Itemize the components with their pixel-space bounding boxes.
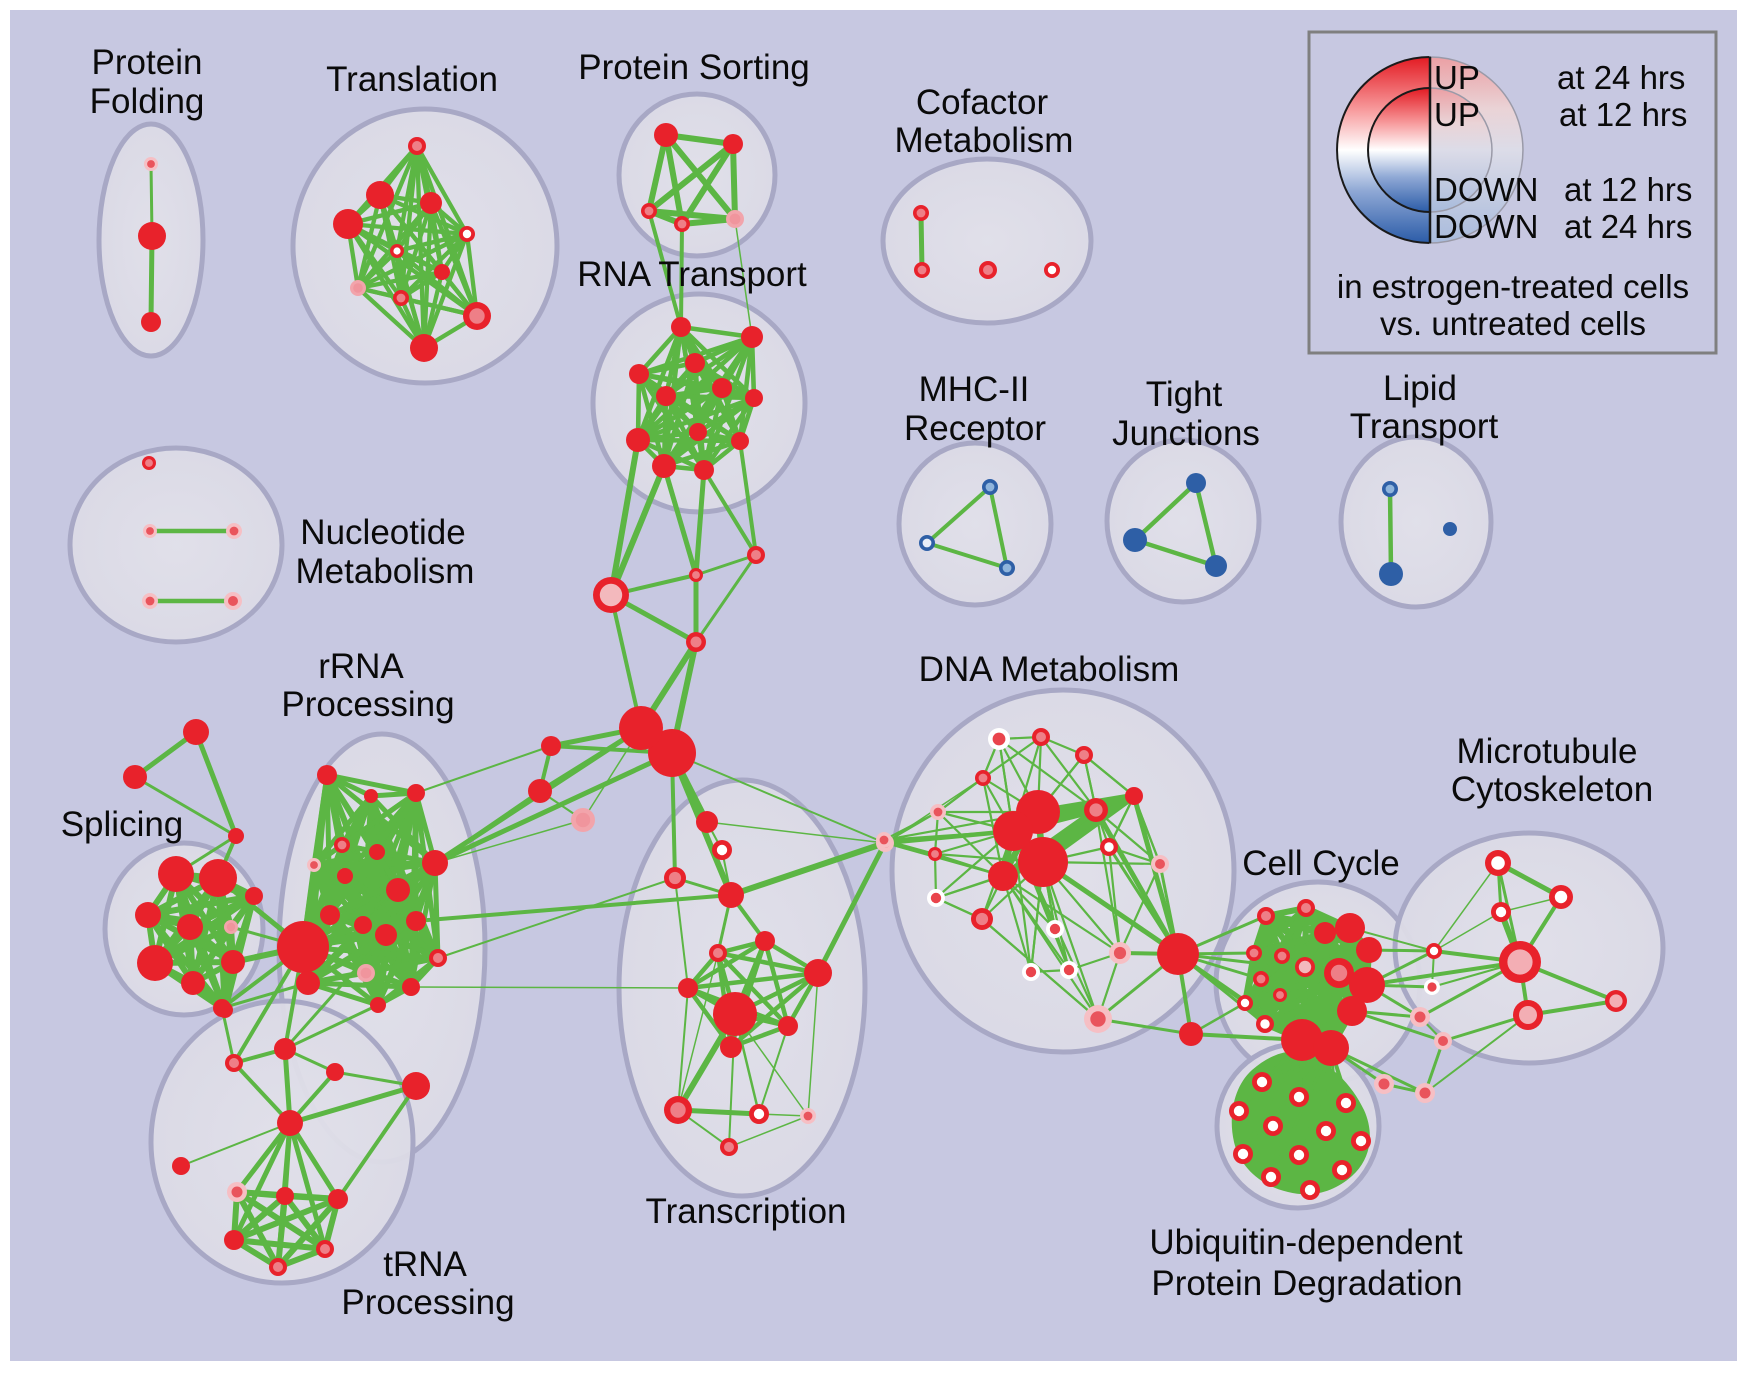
svg-text:Splicing: Splicing <box>61 805 184 844</box>
svg-text:in estrogen-treated cells: in estrogen-treated cells <box>1337 268 1689 305</box>
svg-text:MHC-II: MHC-II <box>919 370 1030 409</box>
svg-text:at 24 hrs: at 24 hrs <box>1564 208 1692 245</box>
svg-text:rRNA: rRNA <box>318 647 404 686</box>
svg-text:UP: UP <box>1434 59 1480 96</box>
svg-text:Protein Sorting: Protein Sorting <box>578 48 810 87</box>
svg-text:Tight: Tight <box>1146 375 1223 414</box>
svg-text:RNA Transport: RNA Transport <box>577 255 807 294</box>
svg-text:Metabolism: Metabolism <box>296 552 475 591</box>
svg-text:Junctions: Junctions <box>1112 414 1260 453</box>
svg-text:Translation: Translation <box>326 60 498 99</box>
svg-text:Cell Cycle: Cell Cycle <box>1242 844 1400 883</box>
svg-text:Transcription: Transcription <box>646 1192 847 1231</box>
svg-text:Receptor: Receptor <box>904 409 1046 448</box>
svg-text:at 24 hrs: at 24 hrs <box>1557 59 1685 96</box>
svg-text:Cytoskeleton: Cytoskeleton <box>1451 770 1653 809</box>
svg-text:Nucleotide: Nucleotide <box>300 513 465 552</box>
svg-text:Folding: Folding <box>90 82 205 121</box>
svg-text:DOWN: DOWN <box>1434 208 1538 245</box>
svg-text:Protein Degradation: Protein Degradation <box>1151 1264 1462 1303</box>
svg-text:at 12 hrs: at 12 hrs <box>1559 96 1687 133</box>
svg-text:Microtubule: Microtubule <box>1457 732 1638 771</box>
svg-text:Ubiquitin-dependent: Ubiquitin-dependent <box>1149 1223 1463 1262</box>
svg-text:DNA Metabolism: DNA Metabolism <box>919 650 1180 689</box>
svg-text:Metabolism: Metabolism <box>895 121 1074 160</box>
svg-text:Lipid: Lipid <box>1383 369 1457 408</box>
svg-text:vs. untreated cells: vs. untreated cells <box>1380 305 1646 342</box>
svg-text:Processing: Processing <box>341 1283 514 1322</box>
svg-text:Cofactor: Cofactor <box>916 83 1049 122</box>
svg-text:tRNA: tRNA <box>383 1245 467 1284</box>
svg-text:UP: UP <box>1434 96 1480 133</box>
svg-text:DOWN: DOWN <box>1434 171 1538 208</box>
svg-text:Protein: Protein <box>92 43 203 82</box>
svg-text:Processing: Processing <box>281 685 454 724</box>
svg-text:Transport: Transport <box>1350 407 1499 446</box>
svg-text:at 12 hrs: at 12 hrs <box>1564 171 1692 208</box>
